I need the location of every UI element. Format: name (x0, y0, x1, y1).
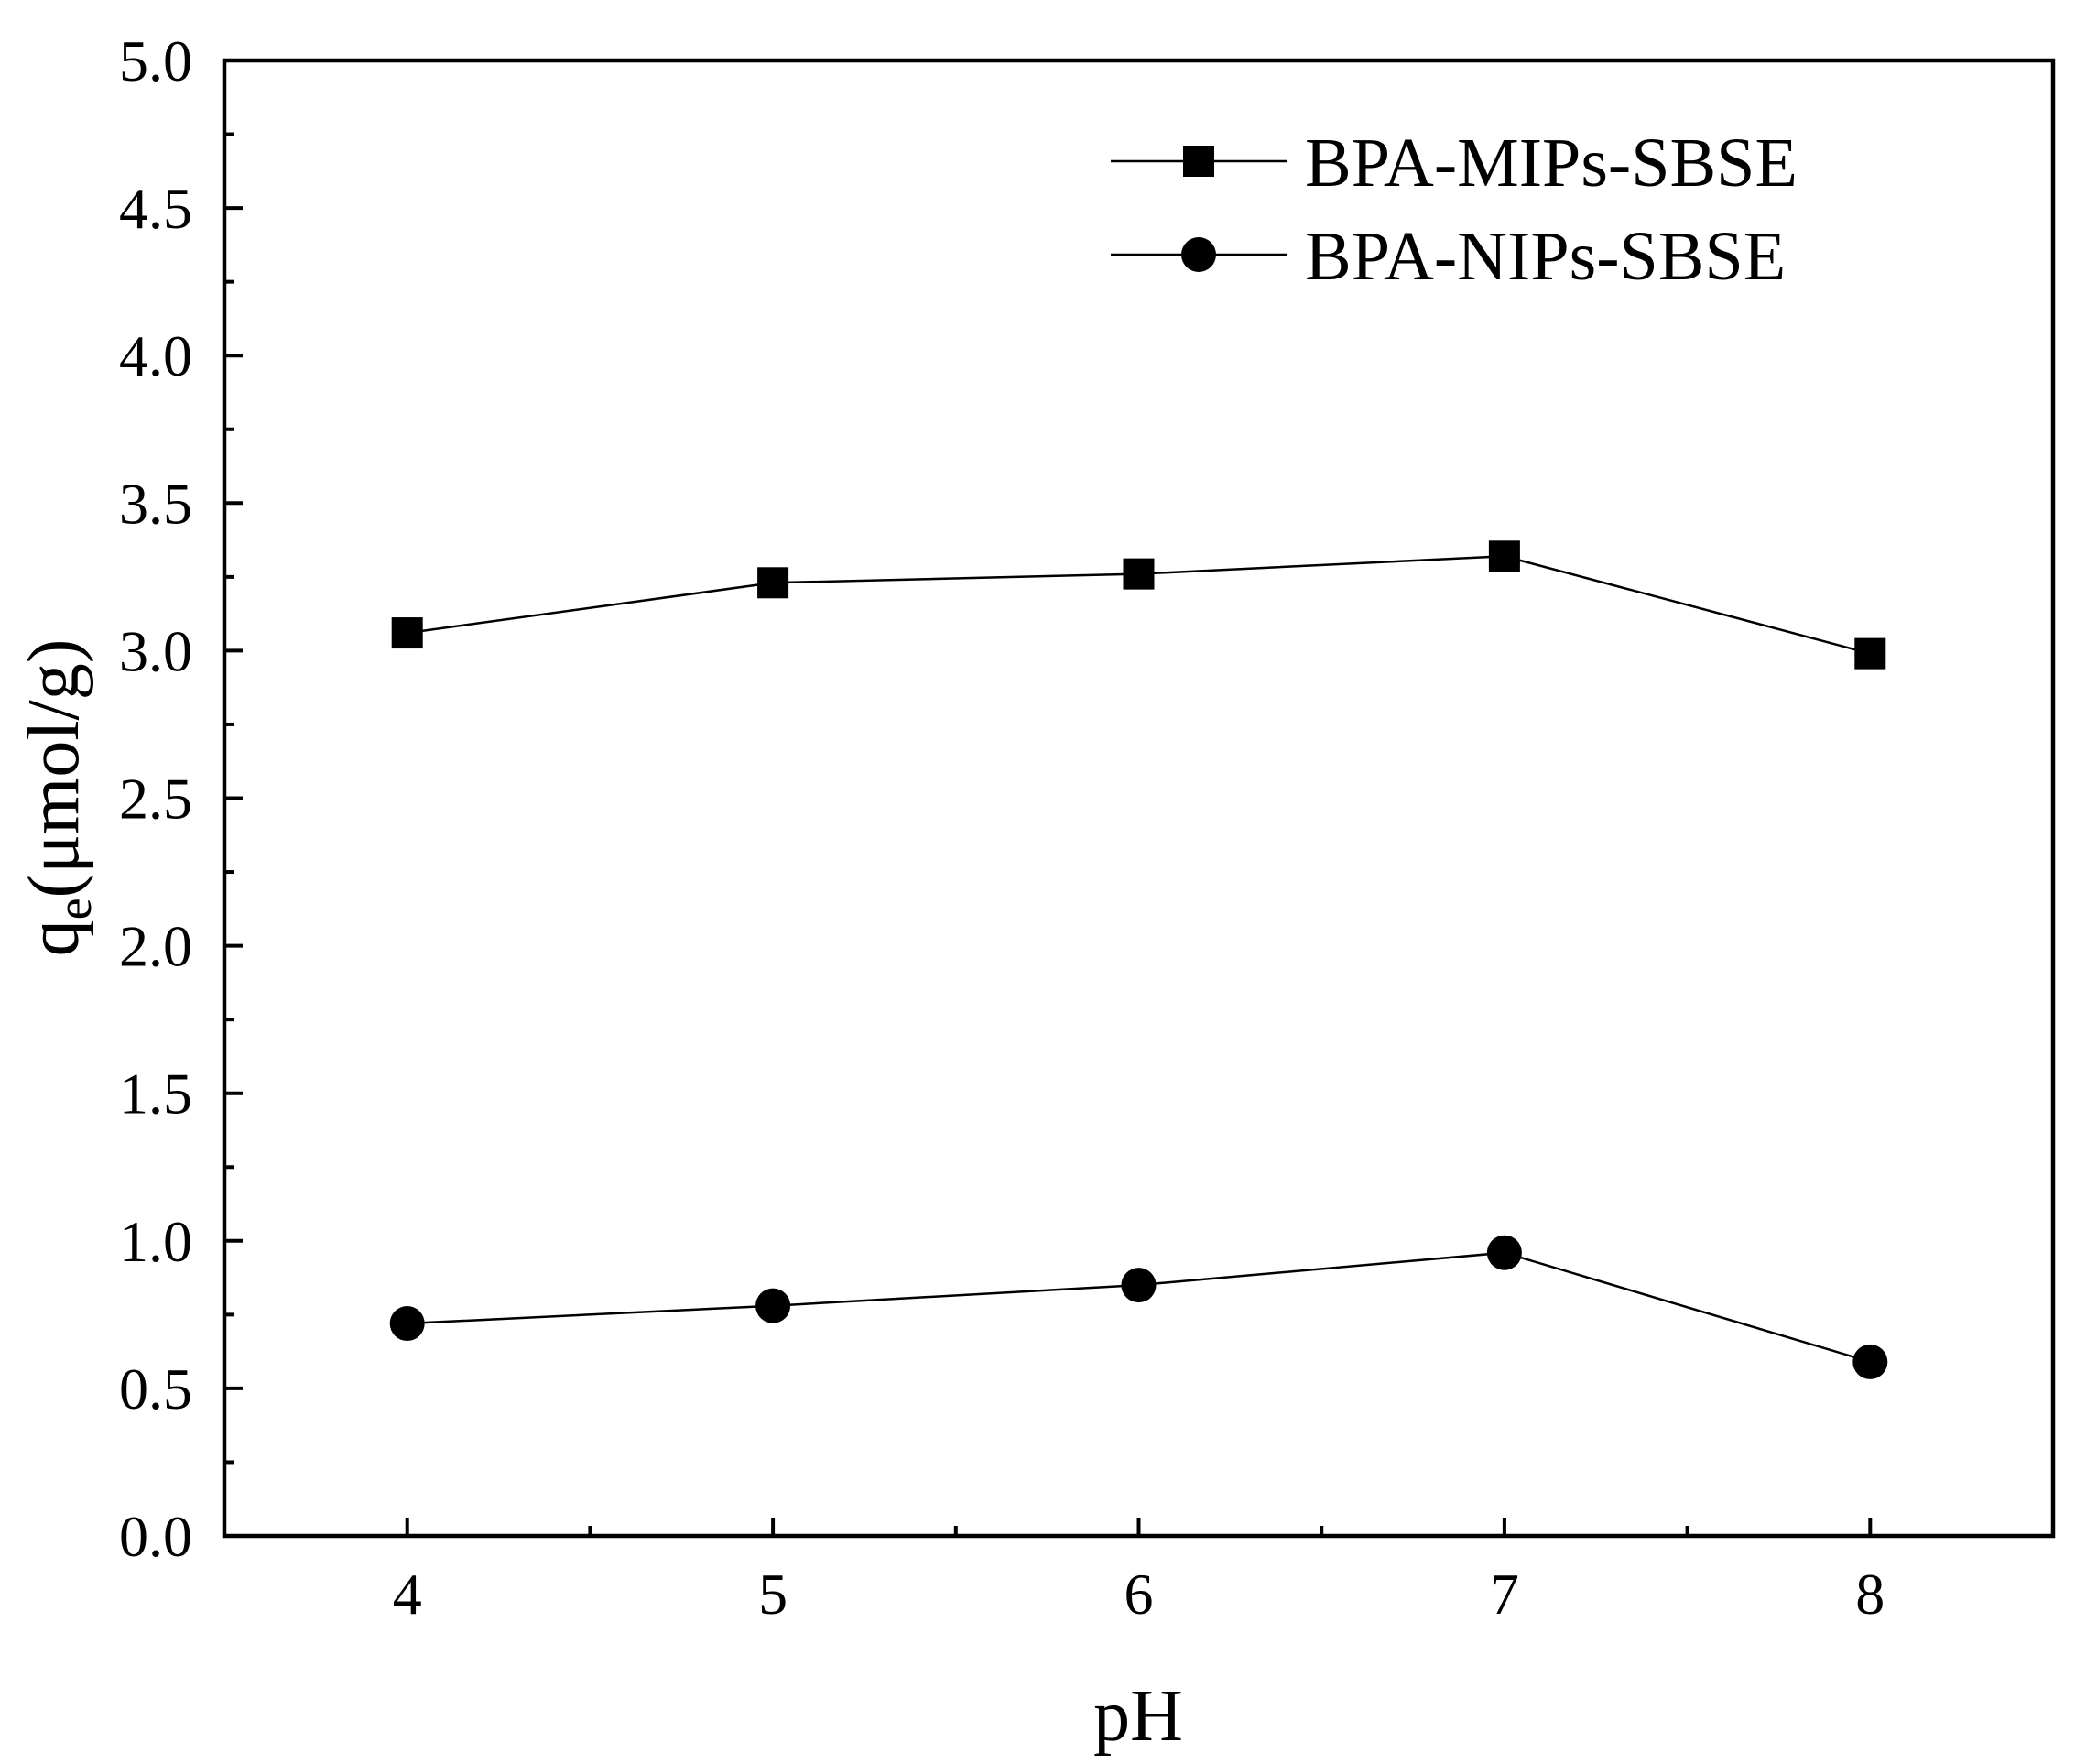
legend-marker (1181, 237, 1216, 272)
data-point (757, 567, 789, 599)
y-axis-ticks: 0.0 0.5 1.0 1.5 2.0 2.5 3.0 3.5 4.0 4.5 5.0 (119, 28, 243, 1569)
legend: BPA-MIPs-SBSE BPA-NIPs-SBSE (1111, 125, 1798, 295)
legend-item: BPA-NIPs-SBSE (1111, 218, 1786, 295)
x-tick-label: 7 (1490, 1562, 1519, 1627)
x-tick-label: 8 (1855, 1562, 1885, 1627)
x-tick-label: 4 (393, 1562, 422, 1627)
data-point (1488, 540, 1520, 572)
data-point (389, 1306, 425, 1342)
y-tick-label: 3.5 (119, 471, 192, 536)
data-point (1123, 558, 1155, 590)
y-tick-label: 4.5 (119, 176, 192, 241)
y-axis-label-symbol: q (14, 920, 94, 956)
y-axis-label-unit: (μmol/g) (14, 639, 94, 898)
legend-marker (1183, 146, 1214, 177)
y-tick-label: 0.5 (119, 1356, 192, 1421)
legend-item: BPA-MIPs-SBSE (1111, 125, 1798, 201)
data-point (391, 617, 423, 649)
x-tick-label: 6 (1124, 1562, 1154, 1627)
data-point (1121, 1268, 1157, 1303)
y-tick-label: 0.0 (119, 1504, 192, 1569)
y-tick-label: 2.0 (119, 914, 192, 979)
series-bpa-mips-sbse (391, 540, 1886, 670)
legend-label: BPA-MIPs-SBSE (1305, 125, 1798, 201)
data-point (1486, 1235, 1522, 1270)
y-tick-label: 5.0 (119, 28, 192, 93)
x-axis-label: pH (1093, 1676, 1183, 1757)
series-layer (389, 540, 1888, 1379)
y-axis-label: qe(μmol/g) (14, 639, 102, 957)
data-point (1852, 1344, 1888, 1379)
y-tick-label: 2.5 (119, 767, 192, 832)
series-bpa-nips-sbse (389, 1235, 1888, 1379)
x-tick-label: 5 (758, 1562, 788, 1627)
y-tick-label: 3.0 (119, 618, 192, 683)
y-tick-label: 1.0 (119, 1209, 192, 1274)
x-axis-ticks: 4 5 6 7 8 (393, 1518, 1885, 1627)
y-tick-label: 1.5 (119, 1062, 192, 1127)
data-point (755, 1288, 791, 1323)
y-axis-label-subscript: e (47, 898, 102, 920)
y-tick-label: 4.0 (119, 323, 192, 388)
legend-label: BPA-NIPs-SBSE (1305, 218, 1786, 295)
data-point (1854, 637, 1886, 670)
